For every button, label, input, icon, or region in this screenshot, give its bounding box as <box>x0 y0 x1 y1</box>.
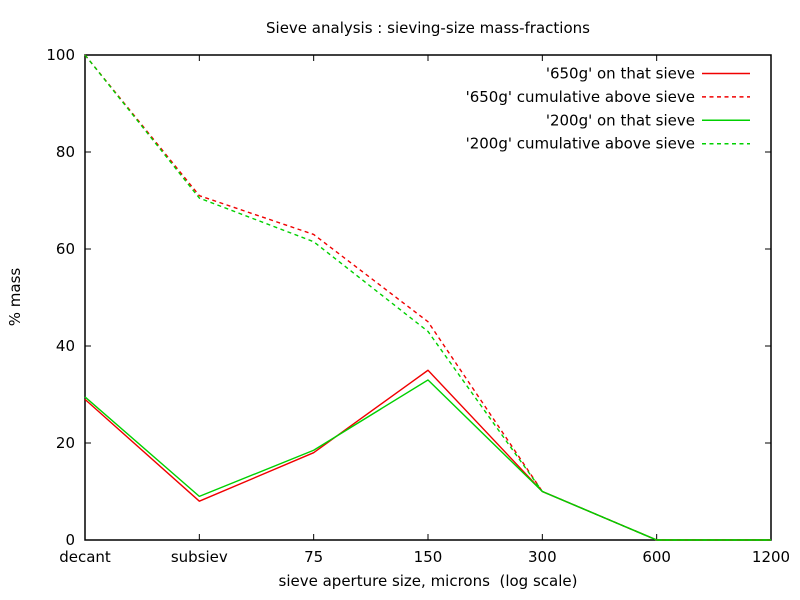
x-tick-label: 600 <box>642 548 671 566</box>
x-tick-label: 150 <box>414 548 443 566</box>
y-tick-label: 80 <box>56 143 75 161</box>
plot-series <box>84 54 771 541</box>
legend-label: '650g' on that sieve <box>546 65 695 83</box>
legend-label: '650g' cumulative above sieve <box>466 88 695 106</box>
plot-axes: decant subsiev 75 150 300 600 1200 0 20 40 60 80 100 <box>46 46 790 566</box>
series-line <box>84 54 771 541</box>
chart-legend: '650g' on that sieve '650g' cumulative ab… <box>466 65 750 153</box>
y-tick-label: 0 <box>65 531 75 549</box>
x-tick-label: 300 <box>528 548 557 566</box>
x-tick-label: 1200 <box>752 548 790 566</box>
series-line <box>84 379 771 541</box>
y-tick-label: 100 <box>46 46 75 64</box>
y-tick-label: 60 <box>56 240 75 258</box>
y-tick-label: 40 <box>56 337 75 355</box>
x-axis-label: sieve aperture size, microns (log scale) <box>279 572 578 590</box>
x-tick-label: decant <box>59 548 111 566</box>
x-tick-label: 75 <box>304 548 323 566</box>
series-line <box>84 369 771 541</box>
x-tick-label: subsiev <box>171 548 228 566</box>
legend-label: '200g' cumulative above sieve <box>466 135 695 153</box>
legend-label: '200g' on that sieve <box>546 111 695 129</box>
chart-title: Sieve analysis : sieving-size mass-fract… <box>266 19 590 37</box>
y-axis-label: % mass <box>6 268 24 327</box>
y-tick-label: 20 <box>56 434 75 452</box>
